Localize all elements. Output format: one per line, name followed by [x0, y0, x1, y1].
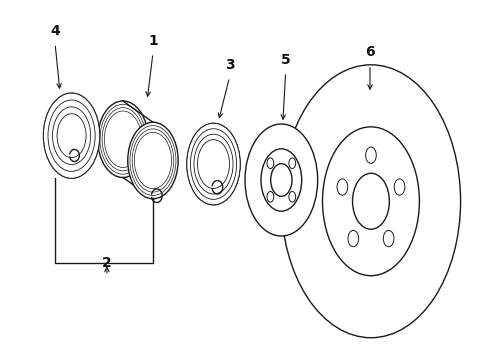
- Text: 1: 1: [148, 34, 158, 48]
- Text: 4: 4: [50, 24, 60, 38]
- Ellipse shape: [134, 132, 172, 189]
- Ellipse shape: [98, 101, 148, 177]
- Ellipse shape: [383, 230, 394, 247]
- Ellipse shape: [261, 149, 302, 211]
- Ellipse shape: [348, 230, 359, 247]
- Ellipse shape: [102, 108, 144, 171]
- Ellipse shape: [130, 126, 176, 195]
- Ellipse shape: [128, 122, 178, 199]
- Ellipse shape: [48, 100, 95, 171]
- Ellipse shape: [52, 107, 91, 165]
- Ellipse shape: [267, 158, 274, 168]
- Text: 6: 6: [365, 45, 375, 59]
- Ellipse shape: [322, 127, 419, 276]
- Ellipse shape: [245, 124, 318, 236]
- Ellipse shape: [191, 129, 237, 199]
- Text: 5: 5: [281, 53, 291, 67]
- Ellipse shape: [270, 164, 292, 196]
- Ellipse shape: [281, 65, 461, 338]
- Ellipse shape: [352, 173, 390, 229]
- Ellipse shape: [132, 129, 174, 192]
- Ellipse shape: [289, 158, 295, 168]
- Ellipse shape: [57, 114, 86, 158]
- Ellipse shape: [337, 179, 348, 195]
- Text: 2: 2: [102, 256, 112, 270]
- Ellipse shape: [289, 192, 295, 202]
- Ellipse shape: [366, 147, 376, 163]
- Ellipse shape: [267, 192, 274, 202]
- Ellipse shape: [44, 93, 99, 178]
- Ellipse shape: [394, 179, 405, 195]
- Ellipse shape: [44, 93, 99, 178]
- Text: 3: 3: [225, 58, 234, 72]
- Ellipse shape: [187, 123, 240, 205]
- Ellipse shape: [187, 123, 240, 205]
- Ellipse shape: [194, 134, 233, 194]
- Ellipse shape: [100, 104, 146, 174]
- Ellipse shape: [104, 111, 142, 167]
- Ellipse shape: [197, 140, 229, 189]
